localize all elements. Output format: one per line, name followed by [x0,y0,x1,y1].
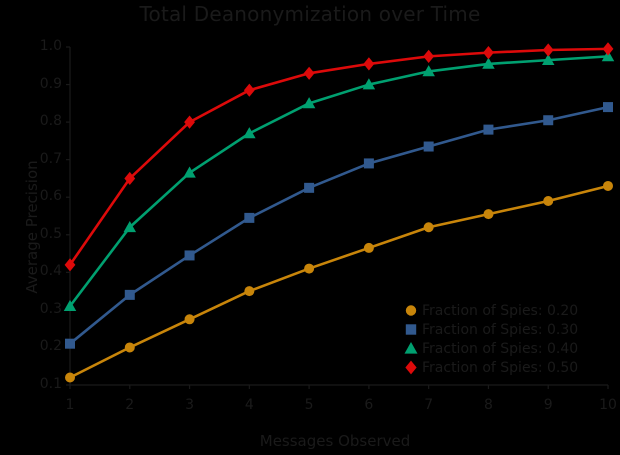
y-tick-label: 1.0 [39,38,62,54]
data-point-marker [243,127,256,139]
data-point-marker [423,222,434,233]
y-tick-label: 0.5 [39,225,62,242]
data-point-marker [123,221,137,233]
data-point-marker [65,338,75,349]
data-point-marker [363,57,375,71]
y-tick-label: 0.9 [39,75,62,92]
data-point-marker [243,83,255,97]
data-point-marker [363,242,374,253]
data-point-marker [543,195,554,206]
data-point-marker [603,102,613,113]
data-point-marker [184,115,195,129]
series-circle [65,180,613,383]
legend-circle-icon [400,301,422,320]
legend-item-label: Fraction of Spies: 0.50 [422,359,579,376]
series-line [68,47,610,267]
legend-item-label: Fraction of Spies: 0.40 [422,340,579,357]
data-point-marker [124,171,136,186]
data-point-marker [304,182,315,193]
data-point-marker [422,65,435,77]
data-point-marker [423,49,435,63]
y-tick-label: 0.2 [39,338,62,355]
data-point-marker [244,212,255,223]
x-tick-label: 10 [599,397,617,413]
x-tick-label: 5 [304,397,314,413]
data-point-marker [184,250,195,261]
legend-diamond-icon [400,358,422,377]
data-point-marker [64,258,76,272]
data-point-marker [183,166,196,178]
data-point-marker [244,286,255,297]
x-tick-label: 2 [125,397,135,413]
legend-item-label: Fraction of Spies: 0.20 [422,302,579,319]
series-diamond [64,42,614,272]
x-tick-label: 4 [244,397,254,413]
chart-legend: Fraction of Spies: 0.20 Fraction of Spies… [400,301,614,377]
data-point-marker [303,66,315,80]
data-point-marker [543,115,554,126]
x-axis-label: Messages Observed [259,432,411,450]
data-point-marker [124,289,135,300]
x-tick-label: 7 [424,397,434,413]
data-point-marker [482,57,495,69]
series-square [65,102,613,349]
legend-item[interactable]: Fraction of Spies: 0.50 [400,358,614,377]
data-point-marker [542,43,554,57]
data-point-marker [541,53,555,66]
x-tick-label: 6 [364,397,374,413]
data-point-marker [362,78,376,90]
y-tick-label: 0.3 [39,300,62,317]
y-tick-label: 0.8 [39,113,62,130]
series-line [68,105,610,345]
data-point-marker [302,97,316,109]
data-point-marker [63,299,77,312]
y-tick-label: 0.7 [39,150,62,167]
legend-item[interactable]: Fraction of Spies: 0.20 [400,301,614,320]
data-point-marker [124,342,135,353]
legend-item[interactable]: Fraction of Spies: 0.40 [400,339,614,358]
data-point-marker [423,141,434,152]
x-tick-label: 1 [65,397,75,413]
y-axis-tick-labels: 0.1 0.2 0.3 0.4 0.5 0.6 0.7 0.8 0.9 1.0 [0,0,62,455]
data-point-marker [602,42,614,56]
x-axis-tick-labels: 1 2 3 4 5 6 7 8 9 10 [0,398,620,422]
x-tick-label: 8 [483,397,493,413]
y-tick-label: 0.4 [39,263,62,280]
data-point-marker [483,46,494,60]
legend-square-icon [400,320,422,339]
data-point-marker [184,314,195,325]
y-tick-label: 0.6 [39,188,62,205]
data-point-marker [601,50,615,62]
legend-triangle-icon [400,339,422,358]
legend-item-label: Fraction of Spies: 0.30 [422,321,579,338]
y-tick-label: 0.1 [39,376,62,392]
data-series-group [63,42,615,383]
data-point-marker [483,124,494,135]
data-point-marker [603,180,613,191]
chart-title: Total Deanonymization over Time [139,2,481,26]
series-line [68,55,610,308]
series-line [68,184,610,379]
x-tick-label: 9 [543,397,553,413]
data-point-marker [304,263,315,274]
x-tick-label: 3 [185,397,194,413]
series-triangle [63,50,615,312]
legend-item[interactable]: Fraction of Spies: 0.30 [400,320,614,339]
data-point-marker [483,209,494,220]
data-point-marker [363,158,374,169]
data-point-marker [65,372,75,383]
